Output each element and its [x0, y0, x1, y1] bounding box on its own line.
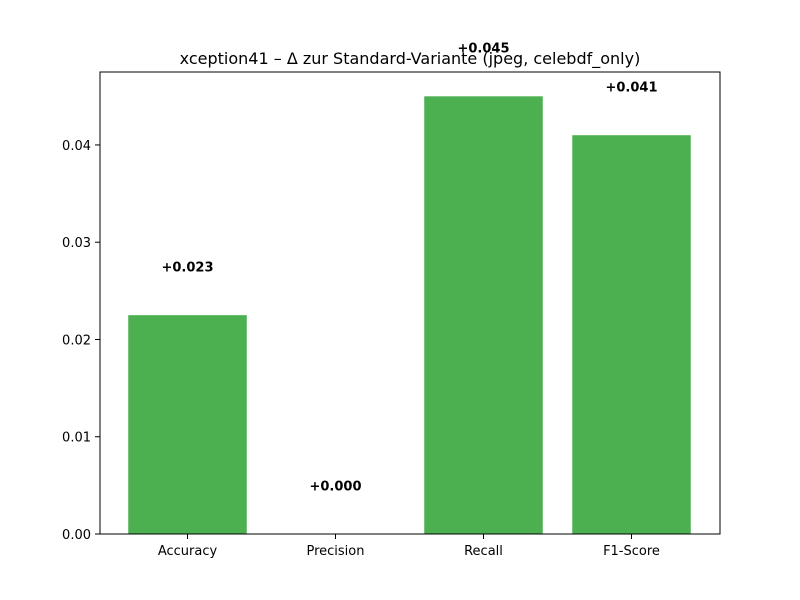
x-tick-label: Precision	[306, 544, 364, 559]
bar-accuracy	[128, 315, 247, 534]
x-tick-label: Accuracy	[158, 544, 218, 559]
y-tick-label: 0.01	[62, 431, 91, 446]
y-tick-label: 0.03	[62, 236, 91, 251]
data-label-recall: +0.045	[457, 42, 509, 57]
bars-group	[128, 96, 691, 534]
x-tick-label: Recall	[464, 544, 503, 559]
y-tick-label: 0.02	[62, 333, 91, 348]
bar-f1-score	[572, 135, 691, 534]
x-tick-label: F1-Score	[603, 544, 660, 559]
plot-frame	[99, 71, 721, 535]
y-axis: 0.00 0.01 0.02 0.03 0.04	[62, 139, 100, 543]
chart-title: xception41 – Δ zur Standard-Variante (jp…	[180, 49, 641, 69]
x-axis: Accuracy Precision Recall F1-Score	[158, 534, 660, 559]
data-label-precision: +0.000	[309, 479, 361, 494]
data-label-accuracy: +0.023	[161, 261, 213, 276]
data-labels-group: +0.023 +0.000 +0.045 +0.041	[161, 42, 657, 495]
data-label-f1-score: +0.041	[605, 81, 657, 96]
y-tick-label: 0.04	[62, 139, 91, 154]
bar-recall	[424, 96, 543, 534]
y-tick-label: 0.00	[62, 528, 91, 543]
